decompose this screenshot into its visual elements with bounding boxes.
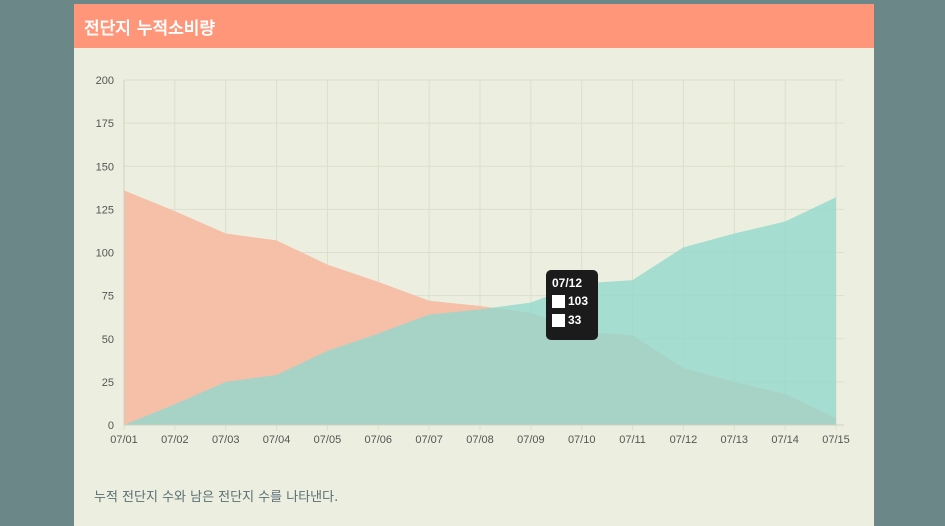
tooltip-row: 33 <box>552 313 598 327</box>
y-tick-label: 0 <box>108 420 114 432</box>
x-tick-label: 07/01 <box>110 434 138 446</box>
y-tick-label: 150 <box>96 161 114 173</box>
chart-panel: 전단지 누적소비량 0 25 50 75 100 125 150 175 200 07/01 07/… <box>74 4 874 526</box>
area-chart: 0 25 50 75 100 125 150 175 200 07/01 07/02 07/03 07/… <box>96 75 850 446</box>
tooltip-swatch <box>552 294 565 308</box>
chart-tooltip: 07/12 103 33 <box>546 270 598 340</box>
y-tick-label: 50 <box>102 334 114 346</box>
tooltip-row: 103 <box>552 294 598 308</box>
x-tick-label: 07/03 <box>212 434 240 446</box>
tooltip-swatch <box>552 313 565 327</box>
x-tick-label: 07/02 <box>161 434 189 446</box>
y-tick-label: 75 <box>102 291 114 303</box>
x-tick-label: 07/12 <box>670 434 698 446</box>
chart-caption: 누적 전단지 수와 남은 전단지 수를 나타낸다. <box>94 490 339 505</box>
y-tick-label: 100 <box>96 248 114 260</box>
tooltip-value: 33 <box>568 313 582 327</box>
x-tick-label: 07/14 <box>771 434 799 446</box>
x-tick-label: 07/11 <box>619 434 646 446</box>
x-tick-label: 07/08 <box>466 434 494 446</box>
panel-header: 전단지 누적소비량 <box>74 4 874 48</box>
x-tick-label: 07/05 <box>314 434 342 446</box>
series-area <box>124 197 836 425</box>
x-tick-label: 07/09 <box>517 434 545 446</box>
y-tick-label: 200 <box>96 75 114 87</box>
y-tick-label: 25 <box>102 377 114 389</box>
tooltip-title: 07/12 <box>552 276 583 290</box>
x-tick-label: 07/13 <box>721 434 749 446</box>
x-tick-label: 07/04 <box>263 434 291 446</box>
page-title: 전단지 누적소비량 <box>84 18 216 39</box>
y-tick-label: 175 <box>96 118 114 130</box>
y-tick-label: 125 <box>96 204 114 216</box>
chart-area: 0 25 50 75 100 125 150 175 200 07/01 07/02 07/03 07/… <box>74 48 874 468</box>
x-tick-label: 07/06 <box>365 434 393 446</box>
x-tick-label: 07/07 <box>415 434 443 446</box>
tooltip-value: 103 <box>568 294 589 308</box>
x-tick-label: 07/10 <box>568 434 596 446</box>
x-tick-label: 07/15 <box>822 434 850 446</box>
